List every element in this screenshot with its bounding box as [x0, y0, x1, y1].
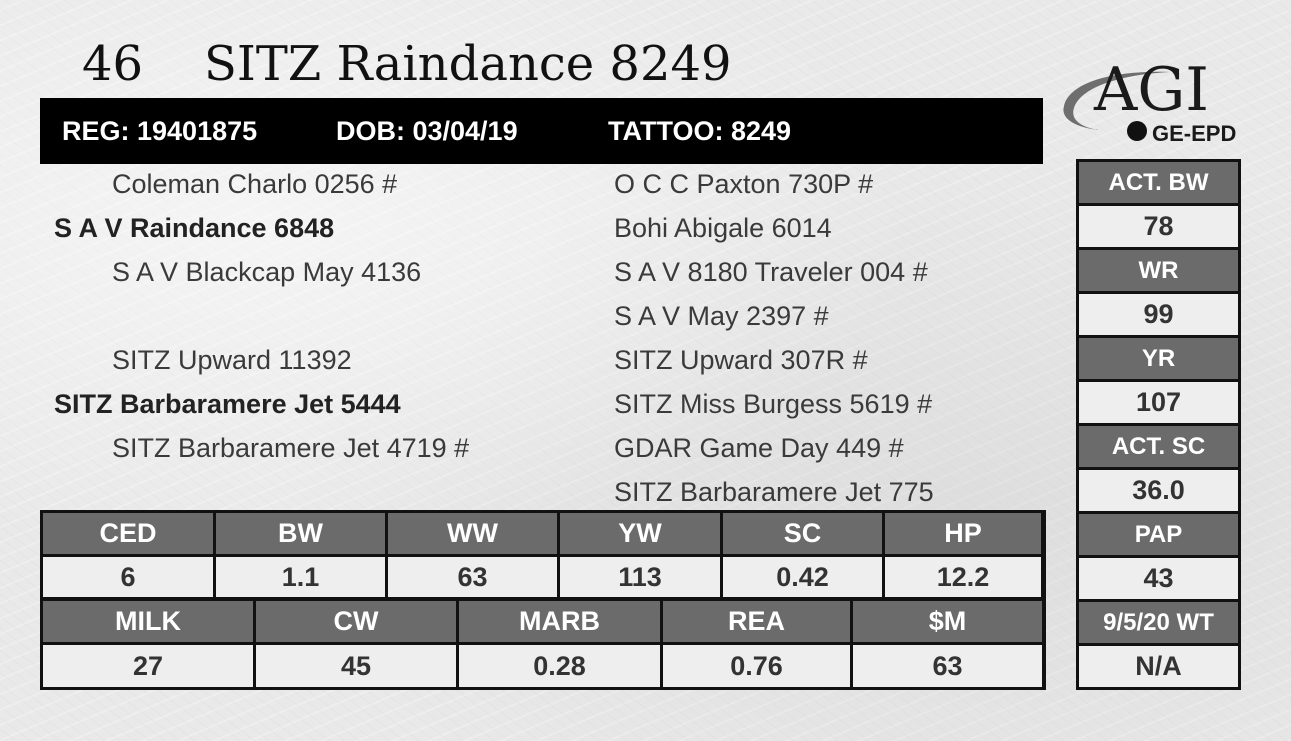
- epd-header: BW: [216, 513, 385, 554]
- epd-value: 45: [256, 645, 456, 687]
- pedigree-right-item: S A V May 2397 #: [614, 301, 829, 331]
- agi-logo: AGI GE-EPD: [1063, 58, 1236, 146]
- side-stat-value: N/A: [1079, 646, 1238, 687]
- pedigree-right-item: Bohi Abigale 6014: [614, 213, 832, 243]
- animal-name: SITZ Raindance 8249: [204, 36, 732, 92]
- logo-main-text: AGI: [1093, 58, 1209, 125]
- side-stat-label: ACT. BW: [1079, 162, 1238, 203]
- epd-value: 63: [388, 557, 557, 597]
- side-stat-value: 43: [1079, 558, 1238, 599]
- pedigree-right-item: O C C Paxton 730P #: [614, 169, 874, 199]
- pedigree-sire-sire: Coleman Charlo 0256 #: [112, 169, 398, 199]
- side-stat-label: YR: [1079, 338, 1238, 379]
- pedigree-dam-dam: SITZ Barbaramere Jet 4719 #: [112, 433, 470, 463]
- epd-header: REA: [663, 601, 850, 642]
- side-stat-label: WR: [1079, 250, 1238, 291]
- tattoo: TATTOO: 8249: [608, 116, 792, 146]
- side-stat-label: PAP: [1079, 514, 1238, 555]
- epd-header: MILK: [43, 601, 253, 642]
- side-stat-value: 36.0: [1079, 470, 1238, 511]
- epd-value: 1.1: [216, 557, 385, 597]
- pedigree-right-item: GDAR Game Day 449 #: [614, 433, 904, 463]
- pedigree-right-item: SITZ Miss Burgess 5619 #: [614, 389, 933, 419]
- page-title: 46 SITZ Raindance 8249: [82, 34, 732, 94]
- logo-dot-icon: [1127, 121, 1147, 141]
- pedigree-dam: SITZ Barbaramere Jet 5444: [54, 389, 401, 419]
- pedigree-dam-sire: SITZ Upward 11392: [112, 345, 352, 375]
- lot-number: 46: [82, 36, 144, 92]
- epd-value: 0.28: [459, 645, 660, 687]
- pedigree-right-item: SITZ Barbaramere Jet 775: [614, 477, 934, 507]
- epd-value: 12.2: [885, 557, 1041, 597]
- epd-header: $M: [853, 601, 1042, 642]
- side-stat-value: 78: [1079, 206, 1238, 247]
- epd-header: CED: [43, 513, 213, 554]
- registration-number: REG: 19401875: [62, 116, 258, 146]
- epd-header: SC: [723, 513, 882, 554]
- date-of-birth: DOB: 03/04/19: [336, 116, 518, 146]
- epd-value: 63: [853, 645, 1042, 687]
- pedigree-sire: S A V Raindance 6848: [54, 213, 335, 243]
- epd-value: 0.42: [723, 557, 882, 597]
- epd-value: 6: [43, 557, 213, 597]
- side-stat-value: 99: [1079, 294, 1238, 335]
- epd-header: YW: [560, 513, 720, 554]
- side-stats-table: ACT. BW 78 WR 99 YR 107 ACT. SC 36.0 PAP…: [1076, 159, 1241, 690]
- side-stat-value: 107: [1079, 382, 1238, 423]
- epd-table-1: CED BW WW YW SC HP 6 1.1 63 113 0.42 12.…: [40, 510, 1046, 600]
- pedigree-right-item: S A V 8180 Traveler 004 #: [614, 257, 928, 287]
- side-stat-label: 9/5/20 WT: [1079, 602, 1238, 643]
- epd-header: CW: [256, 601, 456, 642]
- epd-table-2: MILK CW MARB REA $M 27 45 0.28 0.76 63: [40, 598, 1046, 690]
- info-bar: REG: 19401875 DOB: 03/04/19 TATTOO: 8249: [40, 98, 1043, 164]
- logo-sub-text: GE-EPD: [1152, 121, 1236, 146]
- epd-header: MARB: [459, 601, 660, 642]
- pedigree-right-item: SITZ Upward 307R #: [614, 345, 868, 375]
- pedigree-sire-dam: S A V Blackcap May 4136: [112, 257, 422, 287]
- epd-value: 0.76: [663, 645, 850, 687]
- epd-header: WW: [388, 513, 557, 554]
- epd-value: 113: [560, 557, 720, 597]
- epd-value: 27: [43, 645, 253, 687]
- side-stat-label: ACT. SC: [1079, 426, 1238, 467]
- epd-header: HP: [885, 513, 1041, 554]
